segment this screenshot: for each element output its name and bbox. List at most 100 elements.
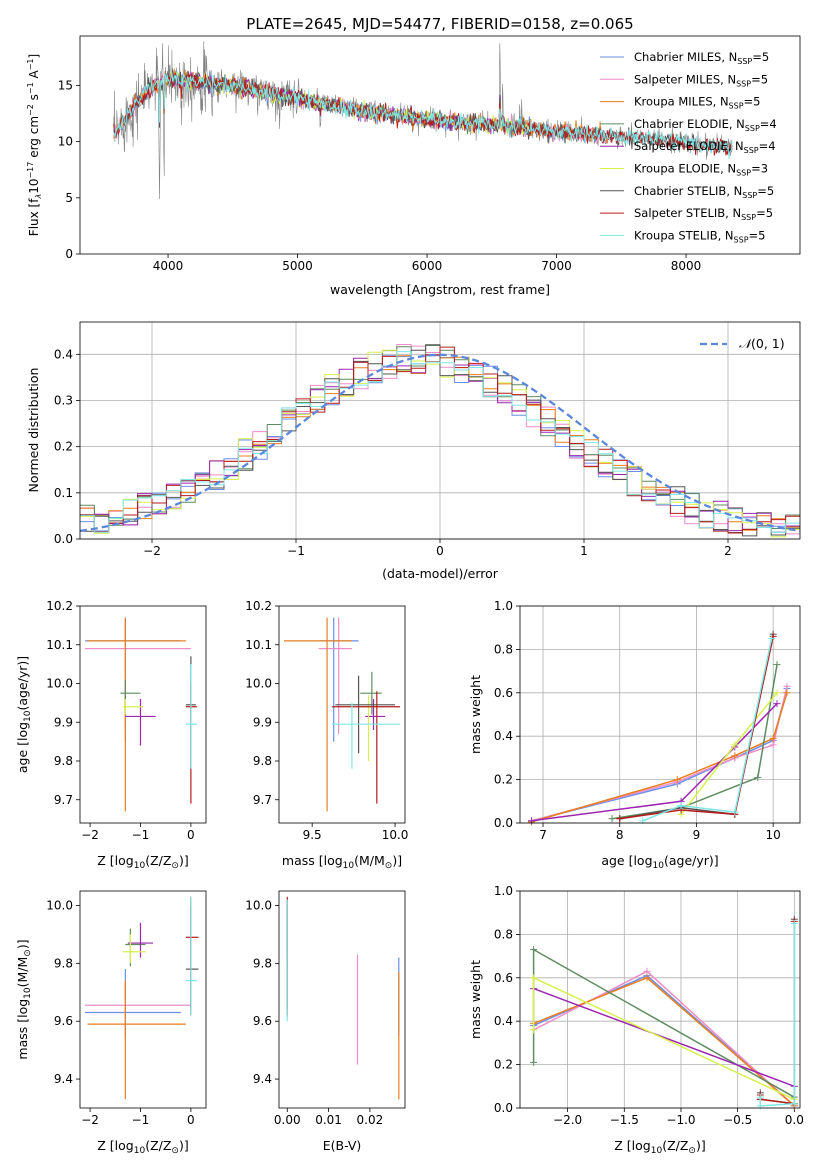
y-axis-label-part: −2 (26, 104, 35, 116)
legend-label: Salpeter ELODIE, NSSP=4 (634, 139, 776, 155)
y-tick-label: 0.2 (494, 1058, 513, 1072)
xlabel-label-part: (M/M (354, 853, 385, 868)
weight-point-marker (731, 741, 739, 749)
x-tick-label: −2 (81, 1113, 99, 1127)
weight-series-line (532, 976, 795, 1100)
y-axis-label-part: λ (34, 194, 43, 200)
y-tick-label: 10.0 (245, 677, 272, 691)
xlabel-label-part: )] (696, 1138, 706, 1153)
xlabel-label-main: age [log (601, 853, 652, 868)
weight-point-marker (783, 689, 791, 697)
weight-point-marker (530, 1058, 538, 1066)
error-bar-point (122, 934, 146, 964)
error-bar-point (85, 980, 191, 1039)
y-tick-label: 0.2 (494, 773, 513, 787)
weight-point-marker (769, 734, 777, 742)
ylabel-label-part: (M/M (15, 957, 30, 988)
weight-point-marker (756, 1093, 764, 1101)
weight-point-marker (677, 802, 685, 810)
y-tick-label: 10 (58, 135, 73, 149)
histogram-step-line (80, 344, 800, 537)
xlabel-label: Z [log10(Z/Z⊙)] (614, 1138, 705, 1156)
age-vs-mass-axes: 9.5 10.0 9.7 9.8 9.9 10.0 10.1 10.2 mass [log10(… (245, 599, 408, 871)
legend-label-tail: =5 (749, 228, 766, 242)
ylabel-label-part: 10 (23, 710, 33, 722)
legend-label-tail: =5 (752, 50, 769, 64)
x-tick-label: −1 (132, 1113, 150, 1127)
y-tick-label: 9.8 (54, 754, 73, 768)
xlabel-label-main: mass [log (282, 853, 343, 868)
legend-label-base: Salpeter STELIB, N (634, 206, 741, 220)
legend-label-sub: SSP (741, 213, 756, 222)
weight-point-marker (768, 635, 776, 643)
weight-point-marker (790, 920, 798, 928)
y-tick-label: 10.2 (245, 599, 272, 613)
y-tick-label: 9.4 (54, 1072, 73, 1086)
xlabel-label-part: 10 (134, 1146, 146, 1156)
xlabel-label-part: 10 (653, 861, 665, 871)
y-tick-label: 9.8 (253, 956, 272, 970)
spectrum-model-line (113, 68, 609, 144)
x-tick-label: 0 (436, 544, 444, 558)
ylabel-label-main: mass [log (15, 999, 30, 1060)
y-tick-label: 0 (65, 247, 73, 261)
error-bar-point (185, 664, 197, 769)
x-tick-label: 9 (693, 828, 701, 842)
legend-label-base: Chabrier ELODIE, N (634, 117, 745, 131)
error-bar-point (283, 617, 352, 812)
y-tick-label: 1.0 (494, 884, 513, 898)
y-tick-label: 10.0 (46, 898, 73, 912)
xlabel-label: Z [log10(Z/Z⊙)] (97, 853, 188, 871)
x-axis-label: wavelength [Angstrom, rest frame] (330, 282, 550, 297)
legend-label: Kroupa ELODIE, NSSP=3 (634, 162, 768, 178)
x-tick-label: 2 (724, 544, 732, 558)
error-bar-point (87, 980, 186, 1100)
error-bar-point (185, 905, 199, 1010)
legend-label: Chabrier STELIB, NSSP=5 (634, 184, 774, 200)
error-bar-point (332, 702, 401, 769)
legend-label: Kroupa MILES, NSSP=5 (634, 95, 760, 111)
y-tick-label: 1.0 (494, 599, 513, 613)
legend-label-sub: SSP (737, 57, 752, 66)
weight-point-marker (530, 946, 538, 954)
legend-label-tail: =4 (759, 139, 776, 153)
y-axis-label: mass weight (468, 960, 483, 1039)
legend-label: Kroupa STELIB, NSSP=5 (634, 228, 765, 244)
error-bar-point (332, 691, 401, 804)
ylabel-label: mass [log10(M/M⊙)] (15, 939, 33, 1059)
y-tick-label: 0.0 (494, 816, 513, 830)
weight-point-marker (783, 682, 791, 690)
y-axis-label-part: 10 (27, 179, 41, 194)
ylabel-label-part: 10 (23, 987, 33, 999)
xlabel-label-part: (Z/Z (145, 853, 171, 868)
x-tick-label: 5000 (282, 259, 313, 273)
spectrum-model-line (113, 71, 733, 160)
y-tick-label: 0.0 (54, 532, 73, 546)
x-tick-label: 0.02 (357, 1113, 384, 1127)
y-tick-label: 9.6 (253, 1014, 272, 1028)
error-bar-point (85, 617, 181, 742)
axes-frame (79, 890, 207, 1109)
xlabel-label-part: 10 (343, 861, 355, 871)
xlabel-label-part: )] (179, 1138, 189, 1153)
y-axis-label-part: ] (27, 54, 41, 59)
x-tick-label: −0.5 (723, 1113, 752, 1127)
weight-series-line (533, 987, 795, 1088)
y-axis-label-part: s (27, 94, 41, 104)
weight-series-line (531, 692, 788, 823)
y-tick-label: 0.8 (494, 642, 513, 656)
xlabel-label-part: ⊙ (688, 1146, 696, 1156)
axes-frame (519, 605, 801, 824)
legend-label: Chabrier ELODIE, NSSP=4 (634, 117, 777, 133)
weight-series-line (759, 921, 796, 1105)
x-tick-label: 0 (187, 828, 195, 842)
x-tick-label: 0 (187, 1113, 195, 1127)
xlabel-label-part: (age/yr)] (664, 853, 719, 868)
legend-label-tail: =5 (751, 72, 768, 86)
xlabel-label-part: 10 (651, 1146, 663, 1156)
legend-label-tail: (0, 1) (751, 336, 785, 351)
x-tick-label: 8 (616, 828, 624, 842)
